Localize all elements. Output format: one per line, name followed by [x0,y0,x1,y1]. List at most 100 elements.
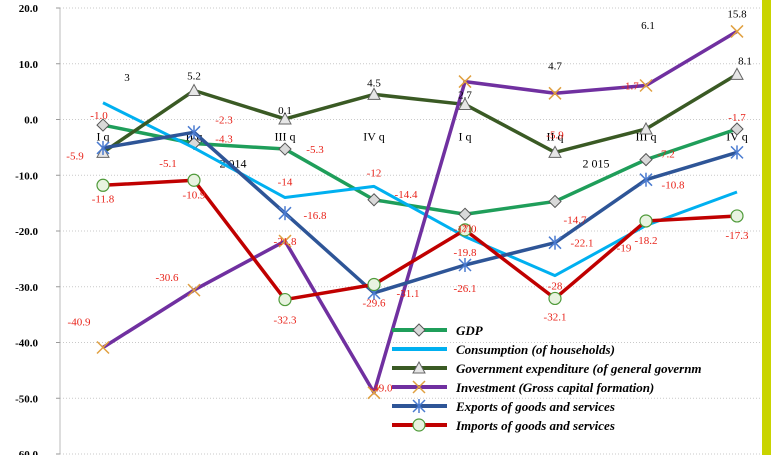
data-label: -1.7 [728,112,746,124]
gridlines [56,7,762,455]
data-point [730,24,744,38]
series-line-group [96,173,744,307]
data-label: -11.8 [92,193,115,205]
marker-stroke [96,340,110,355]
y-tick-label: -10.0 [15,170,38,182]
data-point [187,125,201,140]
marker-stroke [639,78,653,93]
y-tick-label: -30.0 [15,282,38,294]
data-label: 0.1 [278,105,292,117]
data-label: -17.0 [454,223,477,235]
legend-label: Investment (Gross capital formation) [455,380,654,395]
marker-stroke [730,24,744,38]
data-point [96,340,110,355]
legend-label: Exports of goods and services [455,399,615,414]
data-point [458,223,472,237]
data-label: 2.7 [458,89,472,101]
data-point [412,323,426,337]
data-point [96,118,110,132]
data-label: -1.0 [90,110,108,122]
data-point [548,194,562,209]
series-line-group [96,24,744,400]
data-label: 8.1 [738,55,752,67]
data-point [367,277,381,292]
x-tick-label: I q [459,130,472,144]
y-tick-label: -40.0 [15,338,38,350]
data-label: -12 [367,167,382,179]
data-label: 15.8 [727,8,747,20]
data-point [730,122,744,136]
data-point [367,386,381,400]
data-point [458,258,472,273]
marker-stroke [367,386,381,400]
data-point [412,360,426,374]
x-tick-label: IV q [363,130,384,144]
data-label: -19.8 [454,247,477,259]
data-label: 5.2 [187,71,201,83]
data-label: -5.1 [159,158,176,170]
data-point [639,172,653,187]
data-label: -2.3 [215,114,233,126]
data-label: -40.9 [68,317,91,329]
series-line [102,178,738,302]
x-tick-label: II q [547,130,564,144]
data-label: -4.3 [215,133,233,145]
data-point [96,140,110,155]
data-label: -31.1 [397,288,420,300]
data-point [367,193,381,207]
data-point [458,207,472,221]
data-label: -5.3 [306,144,324,156]
series-line [102,130,738,295]
series [96,24,744,400]
data-label: -14.7 [564,214,587,226]
y-tick-label: 10.0 [19,59,39,71]
data-label: 3 [124,72,130,84]
data-label: -29.6 [363,298,386,310]
data-point [548,235,562,250]
data-point [639,121,653,135]
y-tick-label: 0.0 [24,115,38,127]
data-point [639,78,653,93]
data-point [730,145,744,160]
data-point [730,209,744,223]
data-point [187,173,201,187]
legend: GDP Consumption (of households) Government… [392,323,702,433]
data-point [278,111,292,125]
data-label: 6.8 [458,0,472,2]
marker-stroke [458,75,472,89]
data-label: -1.7 [621,80,639,92]
year-label: 2 015 [583,157,610,171]
marker-stroke [187,283,201,297]
data-label: -10.9 [183,189,206,201]
legend-label: Consumption (of households) [456,342,615,357]
data-point [548,86,562,100]
legend-label: Government expenditure (of general gover… [456,361,702,376]
marker-stroke [278,234,292,248]
data-label: 4.5 [367,77,381,89]
data-point [278,234,292,248]
data-point [639,214,653,228]
data-label: -19 [617,242,632,254]
data-point [412,418,426,432]
x-tick-label: IV q [726,130,747,144]
data-point [412,399,426,413]
data-point [730,67,744,80]
data-label: -17.3 [726,230,749,242]
data-point [278,292,292,307]
data-label: -14.4 [395,189,418,201]
data-label: -32.3 [274,315,297,327]
data-label: 4.7 [548,60,562,72]
x-tick-label: III q [275,130,296,144]
data-label: -18.2 [635,235,658,247]
data-labels: -1.0 -4.3 -5.3 -14.4 -17.0 -14.7 -7.2 -1.7 3 -5.1… [66,0,752,395]
data-label: -14 [278,177,293,189]
data-point [367,87,381,100]
legend-label: GDP [456,323,484,338]
x-tick-label: I q [97,130,110,144]
accent-bar [762,0,771,455]
data-label: -10.8 [662,180,685,192]
legend-label: Imports of goods and services [455,418,615,433]
data-point [458,97,472,110]
